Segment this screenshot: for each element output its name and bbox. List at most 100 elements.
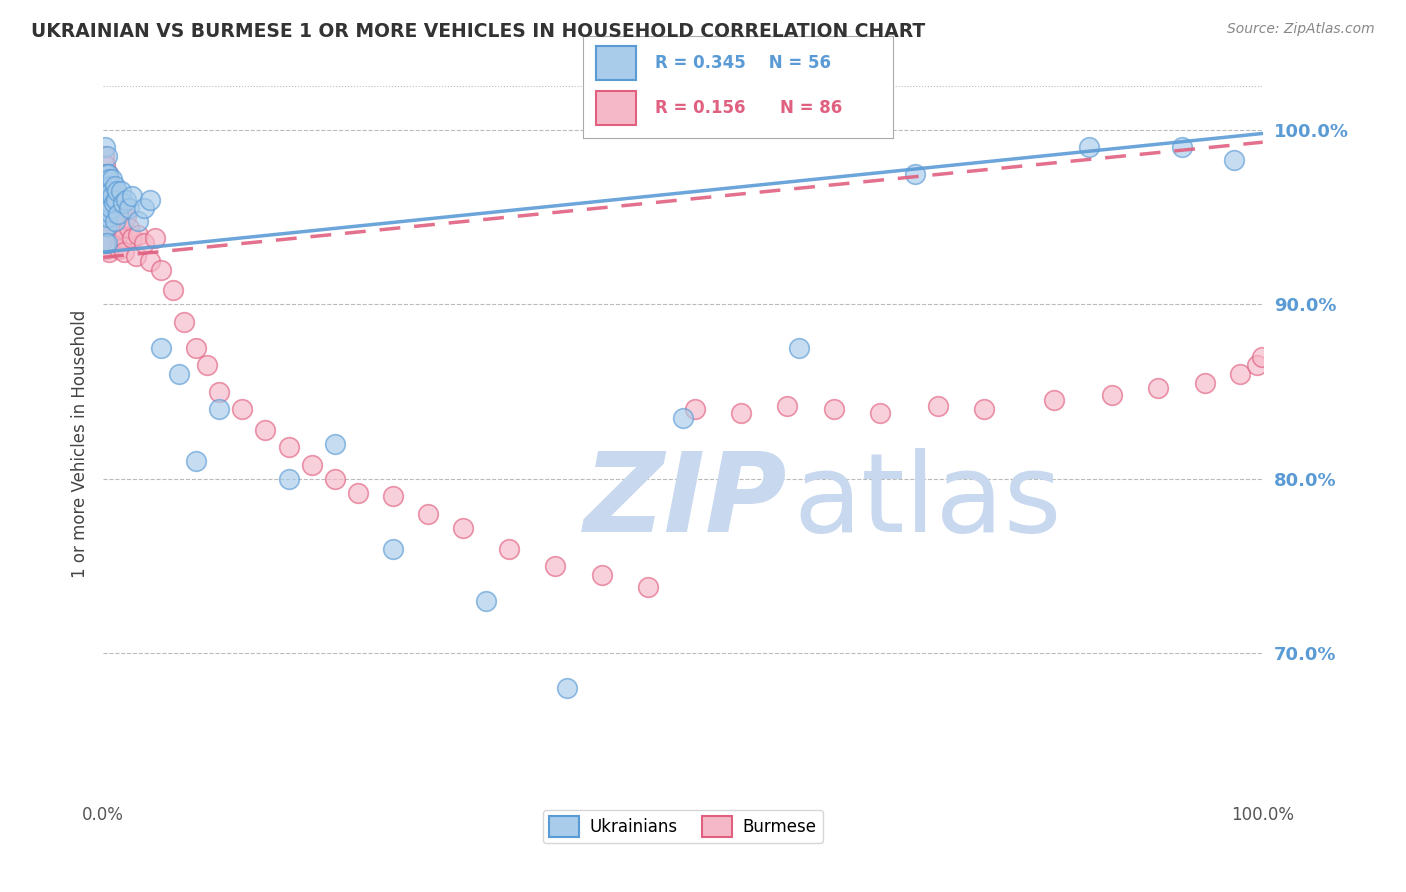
Point — [382, 541, 405, 556]
Point — [323, 437, 346, 451]
Point — [98, 227, 121, 242]
Point — [823, 402, 845, 417]
Point — [787, 341, 810, 355]
Point — [94, 140, 117, 154]
Point — [94, 236, 117, 251]
Point — [382, 489, 405, 503]
Legend: Ukrainians, Burmese: Ukrainians, Burmese — [543, 810, 823, 843]
Y-axis label: 1 or more Vehicles in Household: 1 or more Vehicles in Household — [72, 310, 89, 578]
Point — [143, 231, 166, 245]
Point — [544, 559, 567, 574]
Point — [93, 175, 115, 189]
Point — [683, 402, 706, 417]
Point — [97, 245, 120, 260]
Point — [1147, 381, 1170, 395]
Point — [150, 262, 173, 277]
Point — [96, 184, 118, 198]
Point — [776, 399, 799, 413]
Point — [121, 231, 143, 245]
Point — [104, 178, 127, 193]
Point — [101, 189, 124, 203]
Point — [93, 167, 115, 181]
Point — [103, 219, 125, 233]
Point — [94, 231, 117, 245]
Point — [1194, 376, 1216, 390]
Point — [277, 472, 299, 486]
Point — [117, 202, 139, 216]
Point — [108, 242, 131, 256]
Bar — [596, 45, 636, 79]
Point — [105, 184, 128, 198]
Point — [637, 580, 659, 594]
Text: Source: ZipAtlas.com: Source: ZipAtlas.com — [1227, 22, 1375, 37]
Point — [96, 167, 118, 181]
Text: R = 0.345    N = 56: R = 0.345 N = 56 — [655, 54, 831, 72]
Point — [111, 220, 134, 235]
Point — [94, 187, 117, 202]
Point — [138, 253, 160, 268]
Point — [904, 167, 927, 181]
Point — [869, 406, 891, 420]
Point — [97, 207, 120, 221]
Point — [104, 213, 127, 227]
Point — [1250, 350, 1272, 364]
Point — [1101, 388, 1123, 402]
Point — [97, 167, 120, 181]
Point — [97, 193, 120, 207]
Point — [96, 242, 118, 256]
Point — [97, 210, 120, 224]
Point — [93, 193, 115, 207]
Point — [730, 406, 752, 420]
Point — [93, 210, 115, 224]
Point — [97, 193, 120, 207]
Point — [100, 184, 122, 198]
Point — [97, 184, 120, 198]
Point — [98, 178, 121, 193]
Point — [112, 245, 135, 260]
Point — [254, 423, 277, 437]
Point — [98, 193, 121, 207]
Text: UKRAINIAN VS BURMESE 1 OR MORE VEHICLES IN HOUSEHOLD CORRELATION CHART: UKRAINIAN VS BURMESE 1 OR MORE VEHICLES … — [31, 22, 925, 41]
Point — [96, 213, 118, 227]
Bar — [596, 91, 636, 125]
Point — [104, 193, 127, 207]
Point — [94, 219, 117, 233]
Point — [167, 367, 190, 381]
Point — [277, 441, 299, 455]
Point — [173, 315, 195, 329]
Point — [111, 196, 134, 211]
Point — [1229, 367, 1251, 381]
Point — [96, 219, 118, 233]
Point — [93, 184, 115, 198]
Point — [672, 410, 695, 425]
Point — [96, 167, 118, 181]
Point — [301, 458, 323, 472]
Point — [97, 187, 120, 202]
Text: ZIP: ZIP — [585, 448, 787, 555]
Point — [115, 210, 138, 224]
Point — [555, 681, 578, 696]
Point — [132, 236, 155, 251]
Point — [96, 227, 118, 242]
Point — [93, 149, 115, 163]
Point — [347, 485, 370, 500]
Point — [104, 196, 127, 211]
Point — [1077, 140, 1099, 154]
Point — [97, 171, 120, 186]
Point — [100, 184, 122, 198]
Point — [101, 210, 124, 224]
Point — [94, 196, 117, 211]
Point — [208, 402, 231, 417]
Point — [117, 220, 139, 235]
Point — [115, 193, 138, 207]
Point — [208, 384, 231, 399]
Point — [591, 567, 613, 582]
Point — [127, 213, 149, 227]
Point — [96, 202, 118, 216]
Point — [162, 284, 184, 298]
Point — [96, 236, 118, 251]
Point — [101, 171, 124, 186]
Point — [104, 193, 127, 207]
Point — [927, 399, 949, 413]
Point — [103, 196, 125, 211]
